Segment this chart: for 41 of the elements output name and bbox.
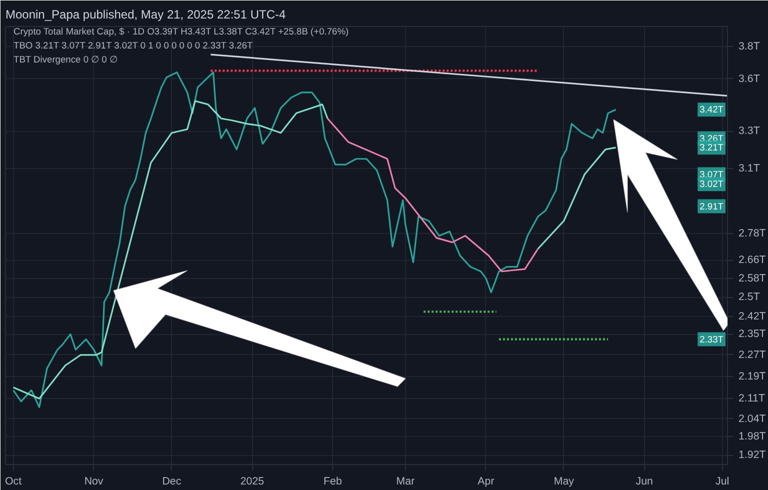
- y-tick-label: 2.78T: [738, 228, 766, 240]
- y-tick-label: 3.8T: [738, 40, 760, 53]
- annotation: 3.21T: [700, 142, 724, 153]
- x-tick-label: Feb: [324, 476, 342, 488]
- y-tick-label: 2.35T: [738, 328, 766, 340]
- x-tick-label: Dec: [162, 476, 182, 488]
- chart-title: Moonin_Papa published, May 21, 2025 22:51 UTC-4: [6, 8, 286, 22]
- annotation: 3.07T: [700, 169, 724, 180]
- y-tick-label: 2.5T: [738, 291, 760, 304]
- annotation: 3.42T: [700, 104, 724, 115]
- line-series: [537, 146, 617, 250]
- annotation: TBT Divergence 0 ∅ 0 ∅: [14, 54, 118, 64]
- annotation: 2.91T: [700, 201, 724, 212]
- y-tick-label: 1.92T: [738, 449, 766, 462]
- x-tick-label: Jul: [715, 476, 730, 488]
- annotation: 3.26T: [700, 133, 724, 144]
- x-tick-label: May: [554, 476, 575, 488]
- line-series: [12, 100, 328, 400]
- y-tick-label: 3.3T: [738, 125, 760, 138]
- annotation: Crypto Total Market Cap, $ · 1D O3.39T H3.43T L3.38T C3.42T +25.8B (+0.76%): [14, 26, 349, 36]
- y-tick-label: 2.04T: [738, 412, 766, 425]
- y-tick-label: 3.6T: [738, 72, 760, 85]
- line-series: [12, 72, 617, 408]
- annotation: 2.33T: [700, 334, 724, 344]
- y-tick-label: 3.1T: [738, 162, 760, 174]
- y-tick-label: 2.58T: [738, 272, 766, 284]
- y-tick-label: 2.27T: [738, 348, 766, 361]
- annotation: TBO 3.21T 3.07T 2.91T 3.02T 0 1 0 0 0 0 0 0 2.33T 3.26T: [14, 40, 254, 50]
- x-tick-label: Nov: [84, 476, 104, 488]
- x-tick-label: Oct: [5, 476, 22, 488]
- x-tick-label: 2025: [240, 476, 264, 488]
- line-series: [326, 118, 539, 272]
- y-tick-label: 2.19T: [738, 370, 766, 382]
- y-tick-label: 2.66T: [738, 254, 766, 266]
- x-tick-label: Mar: [396, 476, 416, 488]
- y-tick-label: 2.42T: [738, 310, 766, 323]
- x-tick-label: Apr: [478, 476, 495, 488]
- y-tick-label: 2.11T: [738, 392, 766, 405]
- x-tick-label: Jun: [636, 476, 654, 488]
- annotation: 3.02T: [700, 179, 724, 190]
- y-tick-label: 1.98T: [738, 430, 766, 443]
